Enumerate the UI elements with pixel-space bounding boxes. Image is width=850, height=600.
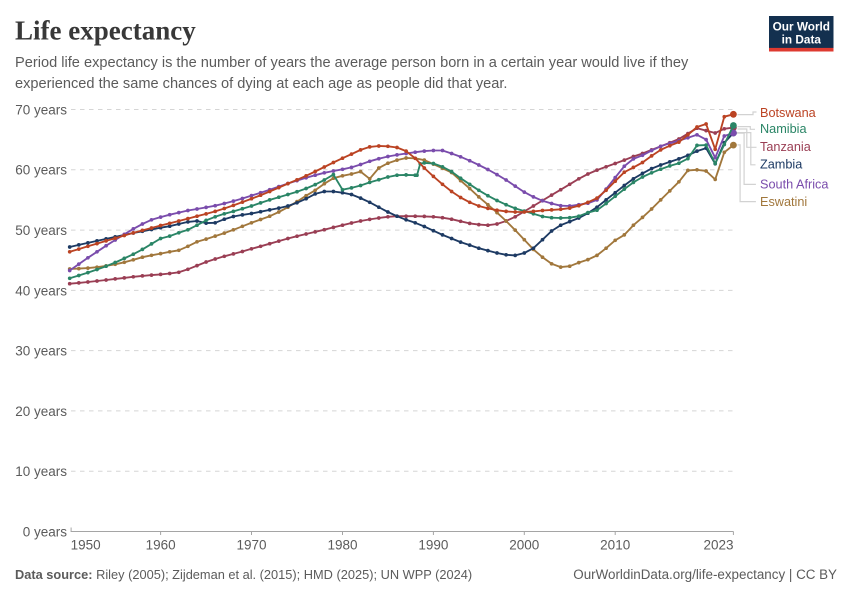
svg-text:30 years: 30 years [15, 344, 67, 359]
svg-text:60 years: 60 years [15, 163, 67, 178]
svg-text:Period life expectancy is the: Period life expectancy is the number of … [15, 55, 689, 71]
svg-text:1980: 1980 [327, 538, 357, 553]
svg-text:20 years: 20 years [15, 404, 67, 419]
svg-text:2000: 2000 [509, 538, 539, 553]
svg-text:OurWorldinData.org/life-expect: OurWorldinData.org/life-expectancy | CC … [573, 567, 837, 582]
svg-text:2023: 2023 [703, 538, 733, 553]
svg-text:2010: 2010 [600, 538, 630, 553]
svg-text:1970: 1970 [236, 538, 266, 553]
svg-text:40 years: 40 years [15, 283, 67, 298]
svg-text:Data source: Riley (2005); Zij: Data source: Riley (2005); Zijdeman et a… [15, 567, 472, 582]
svg-text:Botswana: Botswana [760, 106, 817, 120]
svg-text:70 years: 70 years [15, 102, 67, 117]
svg-text:Tanzania: Tanzania [760, 140, 812, 154]
svg-text:0 years: 0 years [23, 524, 68, 539]
svg-text:Life expectancy: Life expectancy [15, 16, 196, 46]
svg-text:Namibia: Namibia [760, 122, 807, 136]
svg-text:50 years: 50 years [15, 223, 67, 238]
svg-text:1960: 1960 [146, 538, 176, 553]
svg-text:South Africa: South Africa [760, 178, 829, 192]
svg-text:experienced the same chances o: experienced the same chances of dying at… [15, 76, 507, 92]
svg-text:Zambia: Zambia [760, 158, 803, 172]
svg-text:Our World: Our World [773, 20, 830, 34]
svg-text:10 years: 10 years [15, 464, 67, 479]
svg-text:Eswatini: Eswatini [760, 195, 807, 209]
svg-text:in Data: in Data [782, 33, 822, 47]
svg-text:1950: 1950 [71, 538, 101, 553]
svg-text:1990: 1990 [418, 538, 448, 553]
